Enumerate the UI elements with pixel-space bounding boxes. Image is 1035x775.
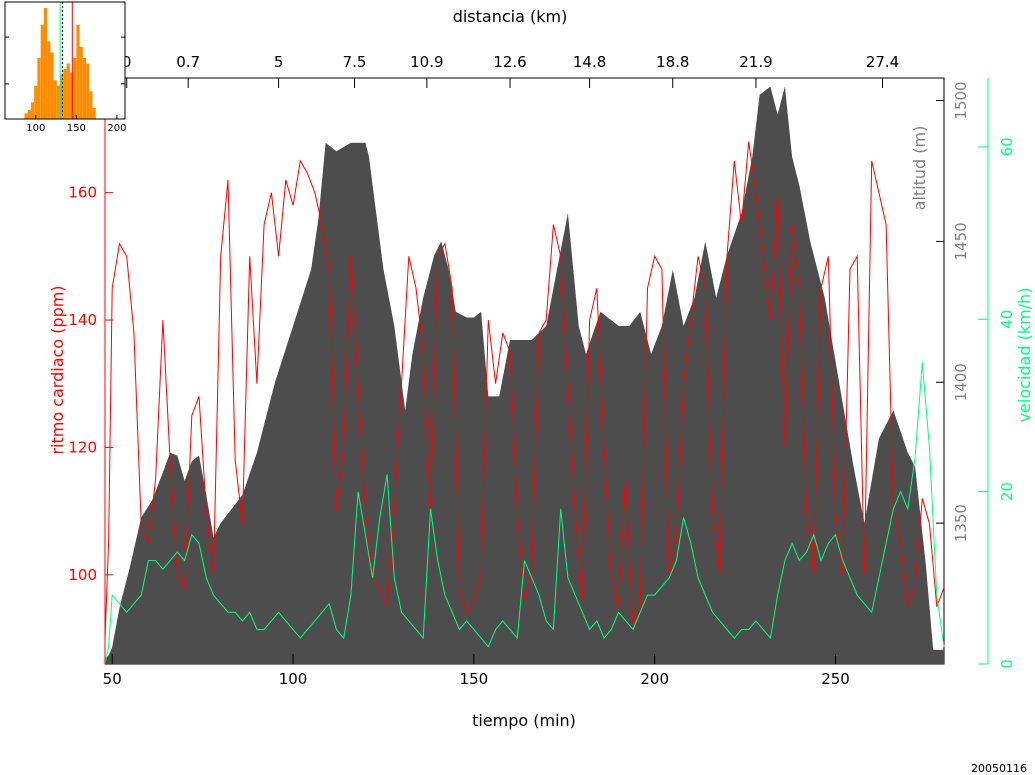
altitude-axis-title: altitud (m) — [910, 126, 929, 211]
histogram-bar — [76, 24, 80, 120]
speed-line — [104, 362, 945, 665]
altitude-tick-label: 1400 — [952, 363, 970, 401]
histogram-bar — [89, 91, 93, 120]
histogram-bar — [47, 41, 51, 119]
x-tick-label: 100 — [279, 670, 308, 688]
histogram-bar — [82, 57, 86, 119]
histogram-bar — [60, 74, 64, 119]
speed-tick-label: 0 — [998, 659, 1016, 669]
inset-frame — [4, 1, 126, 120]
altitude-tick-label: 1450 — [952, 222, 970, 260]
histogram-bar — [86, 63, 90, 119]
histogram-bar — [37, 57, 41, 119]
histogram-bar — [73, 57, 77, 119]
top-tick-label: 14.8 — [573, 53, 606, 71]
histogram-bar — [34, 85, 38, 119]
histogram-bar — [24, 113, 28, 119]
y-left-axis-title: ritmo cardiaco (ppm) — [48, 285, 67, 454]
histogram-bar — [69, 72, 74, 119]
speed-series — [104, 362, 945, 665]
histogram-bar — [27, 110, 31, 119]
top-tick-label: 7.5 — [343, 53, 367, 71]
x-tick-label: 150 — [460, 670, 489, 688]
top-tick-label: 0 — [122, 53, 132, 71]
x-tick-label: 200 — [640, 670, 669, 688]
histogram-axis: 100 150 200 — [5, 36, 126, 134]
histogram-markers — [59, 2, 73, 119]
top-tick-label: 0.7 — [176, 53, 200, 71]
x-tick-label: 250 — [821, 670, 850, 688]
y-left-tick-label: 140 — [68, 311, 97, 329]
histogram-bar — [50, 52, 54, 119]
altitude-tick-label: 1500 — [952, 81, 970, 119]
speed-tick-label: 40 — [998, 310, 1016, 329]
x-axis-title: tiempo (min) — [472, 711, 576, 730]
y-left-tick-label: 100 — [68, 566, 97, 584]
histogram-bar — [43, 8, 48, 119]
y-left-tick-label: 120 — [68, 438, 97, 456]
top-tick-label: 10.9 — [410, 53, 443, 71]
top-tick-label: 21.9 — [739, 53, 772, 71]
histogram-bar — [92, 107, 96, 119]
heart-rate-histogram: 100 150 200 — [4, 1, 126, 134]
x-tick-label: 50 — [103, 670, 122, 688]
top-tick-label: 27.4 — [866, 53, 899, 71]
top-tick-label: 5 — [274, 53, 284, 71]
top-tick-label: 12.6 — [493, 53, 526, 71]
histogram-bar — [30, 102, 35, 119]
altitude-tick-label: 1350 — [952, 504, 970, 542]
heart-rate-line — [104, 141, 945, 639]
histogram-tick-label: 100 — [26, 123, 45, 134]
altitude-area — [105, 86, 944, 664]
top-tick-label: 18.8 — [656, 53, 689, 71]
speed-tick-label: 20 — [998, 482, 1016, 501]
date-stamp: 20050116 — [971, 762, 1027, 775]
y-left-tick-label: 160 — [68, 184, 97, 202]
heart-rate-series — [104, 141, 945, 639]
altitude-series — [105, 86, 944, 664]
speed-axis-title: velocidad (km/h) — [1015, 288, 1034, 423]
histogram-bar — [63, 69, 67, 119]
top-axis-title: distancia (km) — [453, 7, 568, 26]
histogram-bar — [66, 63, 70, 119]
histogram-tick-label: 150 — [67, 123, 86, 134]
histogram-bar — [53, 80, 57, 119]
histogram-bar — [79, 46, 83, 119]
histogram-bar — [40, 24, 44, 120]
histogram-bar — [56, 85, 61, 119]
histogram-tick-label: 200 — [107, 123, 126, 134]
speed-tick-label: 60 — [998, 137, 1016, 156]
histogram-bars — [24, 8, 96, 120]
